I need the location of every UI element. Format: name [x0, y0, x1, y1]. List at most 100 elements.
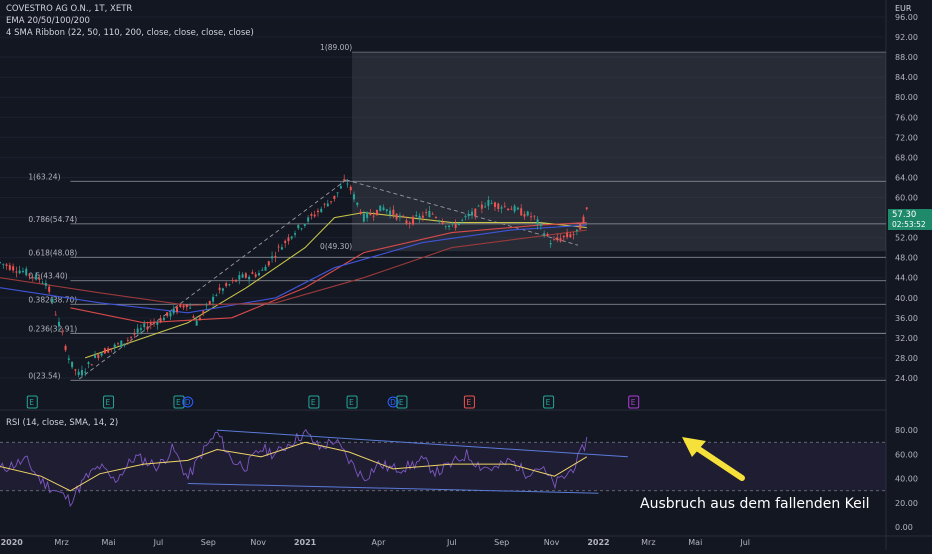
price-tick-label: 92.00: [895, 33, 918, 42]
candle-body: [415, 215, 418, 217]
candle-body: [451, 223, 454, 225]
candle-body: [254, 274, 257, 277]
candle-body: [182, 305, 185, 308]
candle-body: [572, 234, 575, 235]
last-price-badge: 57.30: [888, 209, 932, 221]
candle-body: [438, 221, 441, 222]
candle-body: [343, 179, 346, 181]
candle-body: [297, 224, 300, 229]
earnings-event-icon: [173, 395, 185, 409]
earnings-event-icon: [346, 395, 358, 409]
candle-body: [559, 238, 562, 242]
candle-body: [569, 234, 572, 238]
price-tick-label: 48.00: [895, 254, 918, 263]
candle-body: [264, 266, 267, 271]
candle-body: [320, 208, 323, 212]
price-tick-label: 52.00: [895, 234, 918, 243]
candle-body: [31, 277, 34, 278]
candle-body: [546, 233, 549, 237]
candle-body: [54, 314, 57, 316]
candle-body: [536, 219, 539, 225]
time-tick-label: 2021: [294, 538, 317, 547]
earnings-event-icon: [26, 395, 38, 409]
candle-body: [330, 201, 333, 203]
candle-body: [562, 235, 565, 238]
candle-body: [467, 214, 470, 217]
candle-body: [146, 326, 149, 330]
candle-body: [18, 270, 21, 274]
candle-body: [464, 215, 467, 218]
time-tick-label: Mrz: [641, 538, 655, 547]
price-tick-label: 76.00: [895, 113, 918, 122]
candle-body: [500, 207, 503, 209]
candle-body: [552, 239, 555, 241]
candle-body: [441, 222, 444, 224]
candle-body: [221, 288, 224, 291]
event-label: E: [349, 398, 354, 407]
candle-body: [523, 214, 526, 217]
candle-body: [418, 215, 421, 219]
earnings-event-icon: [308, 395, 320, 409]
candle-body: [585, 207, 588, 209]
candle-body: [412, 216, 415, 225]
candle-body: [77, 371, 80, 376]
candle-body: [143, 323, 146, 328]
fib-level-label: 0.618(48.08): [28, 248, 77, 257]
candle-body: [503, 205, 506, 207]
candle-body: [172, 308, 175, 314]
event-label: D: [390, 398, 396, 407]
price-tick-label: 64.00: [895, 173, 918, 182]
price-tick-label: 72.00: [895, 133, 918, 142]
wedge-upper-line: [217, 429, 628, 458]
trend-dashed-down: [346, 179, 579, 246]
candle-body: [392, 209, 395, 215]
candle-body: [579, 223, 582, 230]
moving-average-line: [0, 224, 587, 314]
candle-body: [51, 298, 54, 303]
moving-average-line: [70, 222, 587, 324]
candle-body: [251, 272, 254, 274]
price-tick-label: 80.00: [895, 93, 918, 102]
price-tick-label: 32.00: [895, 334, 918, 343]
candle-body: [97, 354, 100, 359]
candle-body: [159, 318, 162, 323]
candle-body: [35, 274, 38, 280]
annotation-arrow-shaft: [691, 443, 745, 481]
candle-body: [395, 213, 398, 220]
candle-body: [533, 215, 536, 217]
candle-body: [215, 295, 218, 296]
candle-body: [87, 362, 90, 364]
candle-body: [192, 316, 195, 318]
candle-body: [153, 322, 156, 324]
candle-body: [267, 261, 270, 266]
candle-body: [25, 268, 28, 276]
candle-body: [493, 202, 496, 207]
fib-ext-label: 0(49.30): [320, 242, 352, 251]
event-label: E: [466, 398, 471, 407]
candle-body: [398, 215, 401, 218]
time-tick-label: Nov: [250, 538, 266, 547]
candle-body: [575, 229, 578, 232]
candle-body: [372, 215, 375, 217]
candle-body: [120, 340, 123, 348]
candle-body: [382, 207, 385, 211]
candle-body: [94, 355, 97, 358]
event-label: E: [176, 398, 181, 407]
earnings-event-icon: [463, 395, 475, 409]
moving-average-line: [0, 229, 587, 306]
candle-body: [487, 200, 490, 206]
price-tick-label: 84.00: [895, 73, 918, 82]
candle-body: [566, 232, 569, 238]
candle-body: [549, 243, 552, 245]
rsi-tick-label: 20.00: [895, 499, 918, 508]
candle-body: [326, 203, 329, 207]
rsi-legend: RSI (14, close, SMA, 14, 2): [6, 418, 119, 428]
candle-body: [8, 265, 11, 270]
candle-body: [189, 307, 192, 309]
candle-body: [349, 186, 352, 191]
fib-level-label: 0(23.54): [28, 371, 60, 380]
candle-body: [44, 282, 47, 286]
candle-body: [448, 225, 451, 227]
